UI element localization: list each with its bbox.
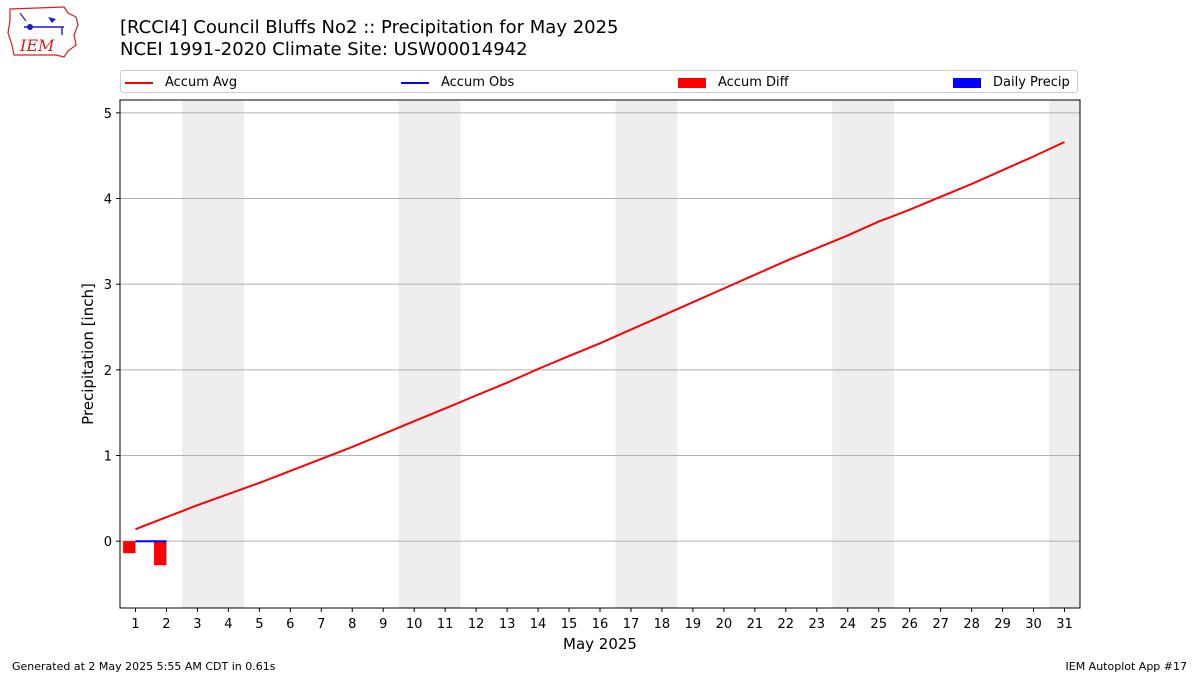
legend-item-accum-avg: Accum Avg <box>125 71 237 94</box>
chart-title: [RCCI4] Council Bluffs No2 :: Precipitat… <box>120 17 619 61</box>
x-tick-label: 1 <box>131 617 139 632</box>
x-tick-label: 30 <box>1025 617 1042 632</box>
legend-item-daily-precip: Daily Precip <box>953 71 1070 94</box>
x-tick-label: 5 <box>255 617 263 632</box>
x-tick-label: 6 <box>286 617 294 632</box>
x-tick-label: 24 <box>839 617 856 632</box>
x-tick-label: 15 <box>561 617 578 632</box>
chart-title-line1: [RCCI4] Council Bluffs No2 :: Precipitat… <box>120 17 619 38</box>
x-tick-label: 21 <box>747 617 764 632</box>
weekend-band <box>615 100 678 608</box>
legend-item-accum-diff: Accum Diff <box>678 71 789 94</box>
x-tick-label: 3 <box>193 617 201 632</box>
x-tick-label: 13 <box>499 617 516 632</box>
x-tick-label: 17 <box>623 617 640 632</box>
iem-logo: IEM <box>6 5 82 61</box>
legend-label: Daily Precip <box>993 75 1070 90</box>
x-tick-label: 7 <box>317 617 325 632</box>
legend-swatch <box>678 77 706 88</box>
legend-swatch <box>125 81 153 84</box>
footer-app-id: IEM Autoplot App #17 <box>1065 660 1188 673</box>
y-tick-label: 2 <box>104 364 112 379</box>
x-tick-label: 25 <box>870 617 887 632</box>
y-tick-label: 5 <box>104 107 112 122</box>
x-tick-label: 16 <box>592 617 609 632</box>
legend-label: Accum Diff <box>718 75 789 90</box>
x-tick-label: 14 <box>530 617 547 632</box>
x-tick-label: 20 <box>716 617 733 632</box>
x-tick-label: 27 <box>932 617 949 632</box>
bar-accum-diff <box>123 541 136 554</box>
y-tick-label: 0 <box>104 535 112 550</box>
x-tick-label: 2 <box>162 617 170 632</box>
x-tick-label: 18 <box>654 617 671 632</box>
legend-swatch <box>401 81 429 84</box>
x-tick-label: 31 <box>1056 617 1073 632</box>
iowa-map-icon: IEM <box>7 6 79 58</box>
y-tick-label: 3 <box>104 278 112 293</box>
weekend-band <box>181 100 244 608</box>
y-tick-label: 4 <box>104 193 112 208</box>
x-tick-label: 29 <box>994 617 1011 632</box>
weekend-band <box>1049 100 1080 608</box>
x-tick-label: 23 <box>809 617 826 632</box>
legend-label: Accum Obs <box>441 75 515 90</box>
legend-item-accum-obs: Accum Obs <box>401 71 514 94</box>
x-tick-label: 9 <box>379 617 387 632</box>
x-tick-label: 22 <box>778 617 795 632</box>
x-tick-label: 10 <box>406 617 423 632</box>
weekend-band <box>832 100 895 608</box>
legend-label: Accum Avg <box>165 75 238 90</box>
x-tick-label: 26 <box>901 617 918 632</box>
svg-text:IEM: IEM <box>19 36 55 55</box>
x-tick-label: 28 <box>963 617 980 632</box>
footer-generated: Generated at 2 May 2025 5:55 AM CDT in 0… <box>12 660 276 673</box>
chart-title-line2: NCEI 1991-2020 Climate Site: USW00014942 <box>120 39 528 60</box>
x-tick-label: 12 <box>468 617 485 632</box>
x-tick-label: 8 <box>348 617 356 632</box>
bar-accum-diff <box>154 541 167 566</box>
x-axis-label: May 2025 <box>563 635 637 653</box>
x-tick-label: 11 <box>437 617 454 632</box>
x-tick-label: 4 <box>224 617 232 632</box>
line-accum-avg <box>135 141 1065 531</box>
chart-legend: Accum Avg Accum Obs Accum Diff Daily Pre… <box>120 70 1078 93</box>
x-tick-label: 19 <box>685 617 702 632</box>
weekend-band <box>398 100 461 608</box>
legend-swatch <box>953 77 981 88</box>
plot-frame <box>119 99 1081 609</box>
y-axis-label: Precipitation [inch] <box>79 283 97 425</box>
y-tick-label: 1 <box>104 450 112 465</box>
